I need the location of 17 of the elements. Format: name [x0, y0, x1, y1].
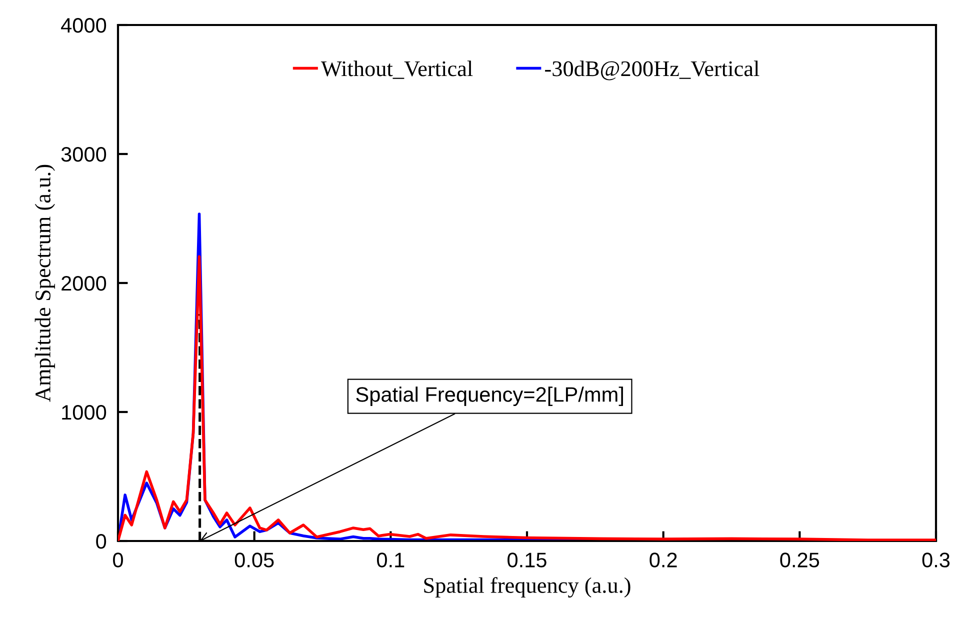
y-tick-label: 0	[96, 534, 106, 549]
y-tick-label: 2000	[62, 276, 106, 291]
x-tick-label: 0.1	[377, 552, 404, 568]
legend-label: Without_Vertical	[320, 60, 473, 79]
annotation: Spatial Frequency=2[LP/mm]	[356, 386, 623, 406]
y-tick-label: 3000	[61, 147, 106, 162]
x-tick-label: 0.25	[780, 552, 820, 568]
x-tick-label: 0.2	[650, 552, 677, 568]
x-tick-label: 0.3	[922, 552, 950, 568]
legend-label: -30dB@200Hz_Vertical	[545, 60, 760, 80]
y-tick-label: 1000	[62, 405, 106, 420]
x-axis-title: Spatial frequency (a.u.)	[424, 577, 630, 598]
y-axis-title: Amplitude Spectrum (a.u.)	[34, 164, 55, 402]
x-tick-label: 0.15	[508, 552, 546, 568]
y-tick-label: 4000	[61, 18, 106, 33]
x-tick-label: 0.05	[234, 552, 274, 568]
x-tick-label: 0	[113, 552, 123, 568]
